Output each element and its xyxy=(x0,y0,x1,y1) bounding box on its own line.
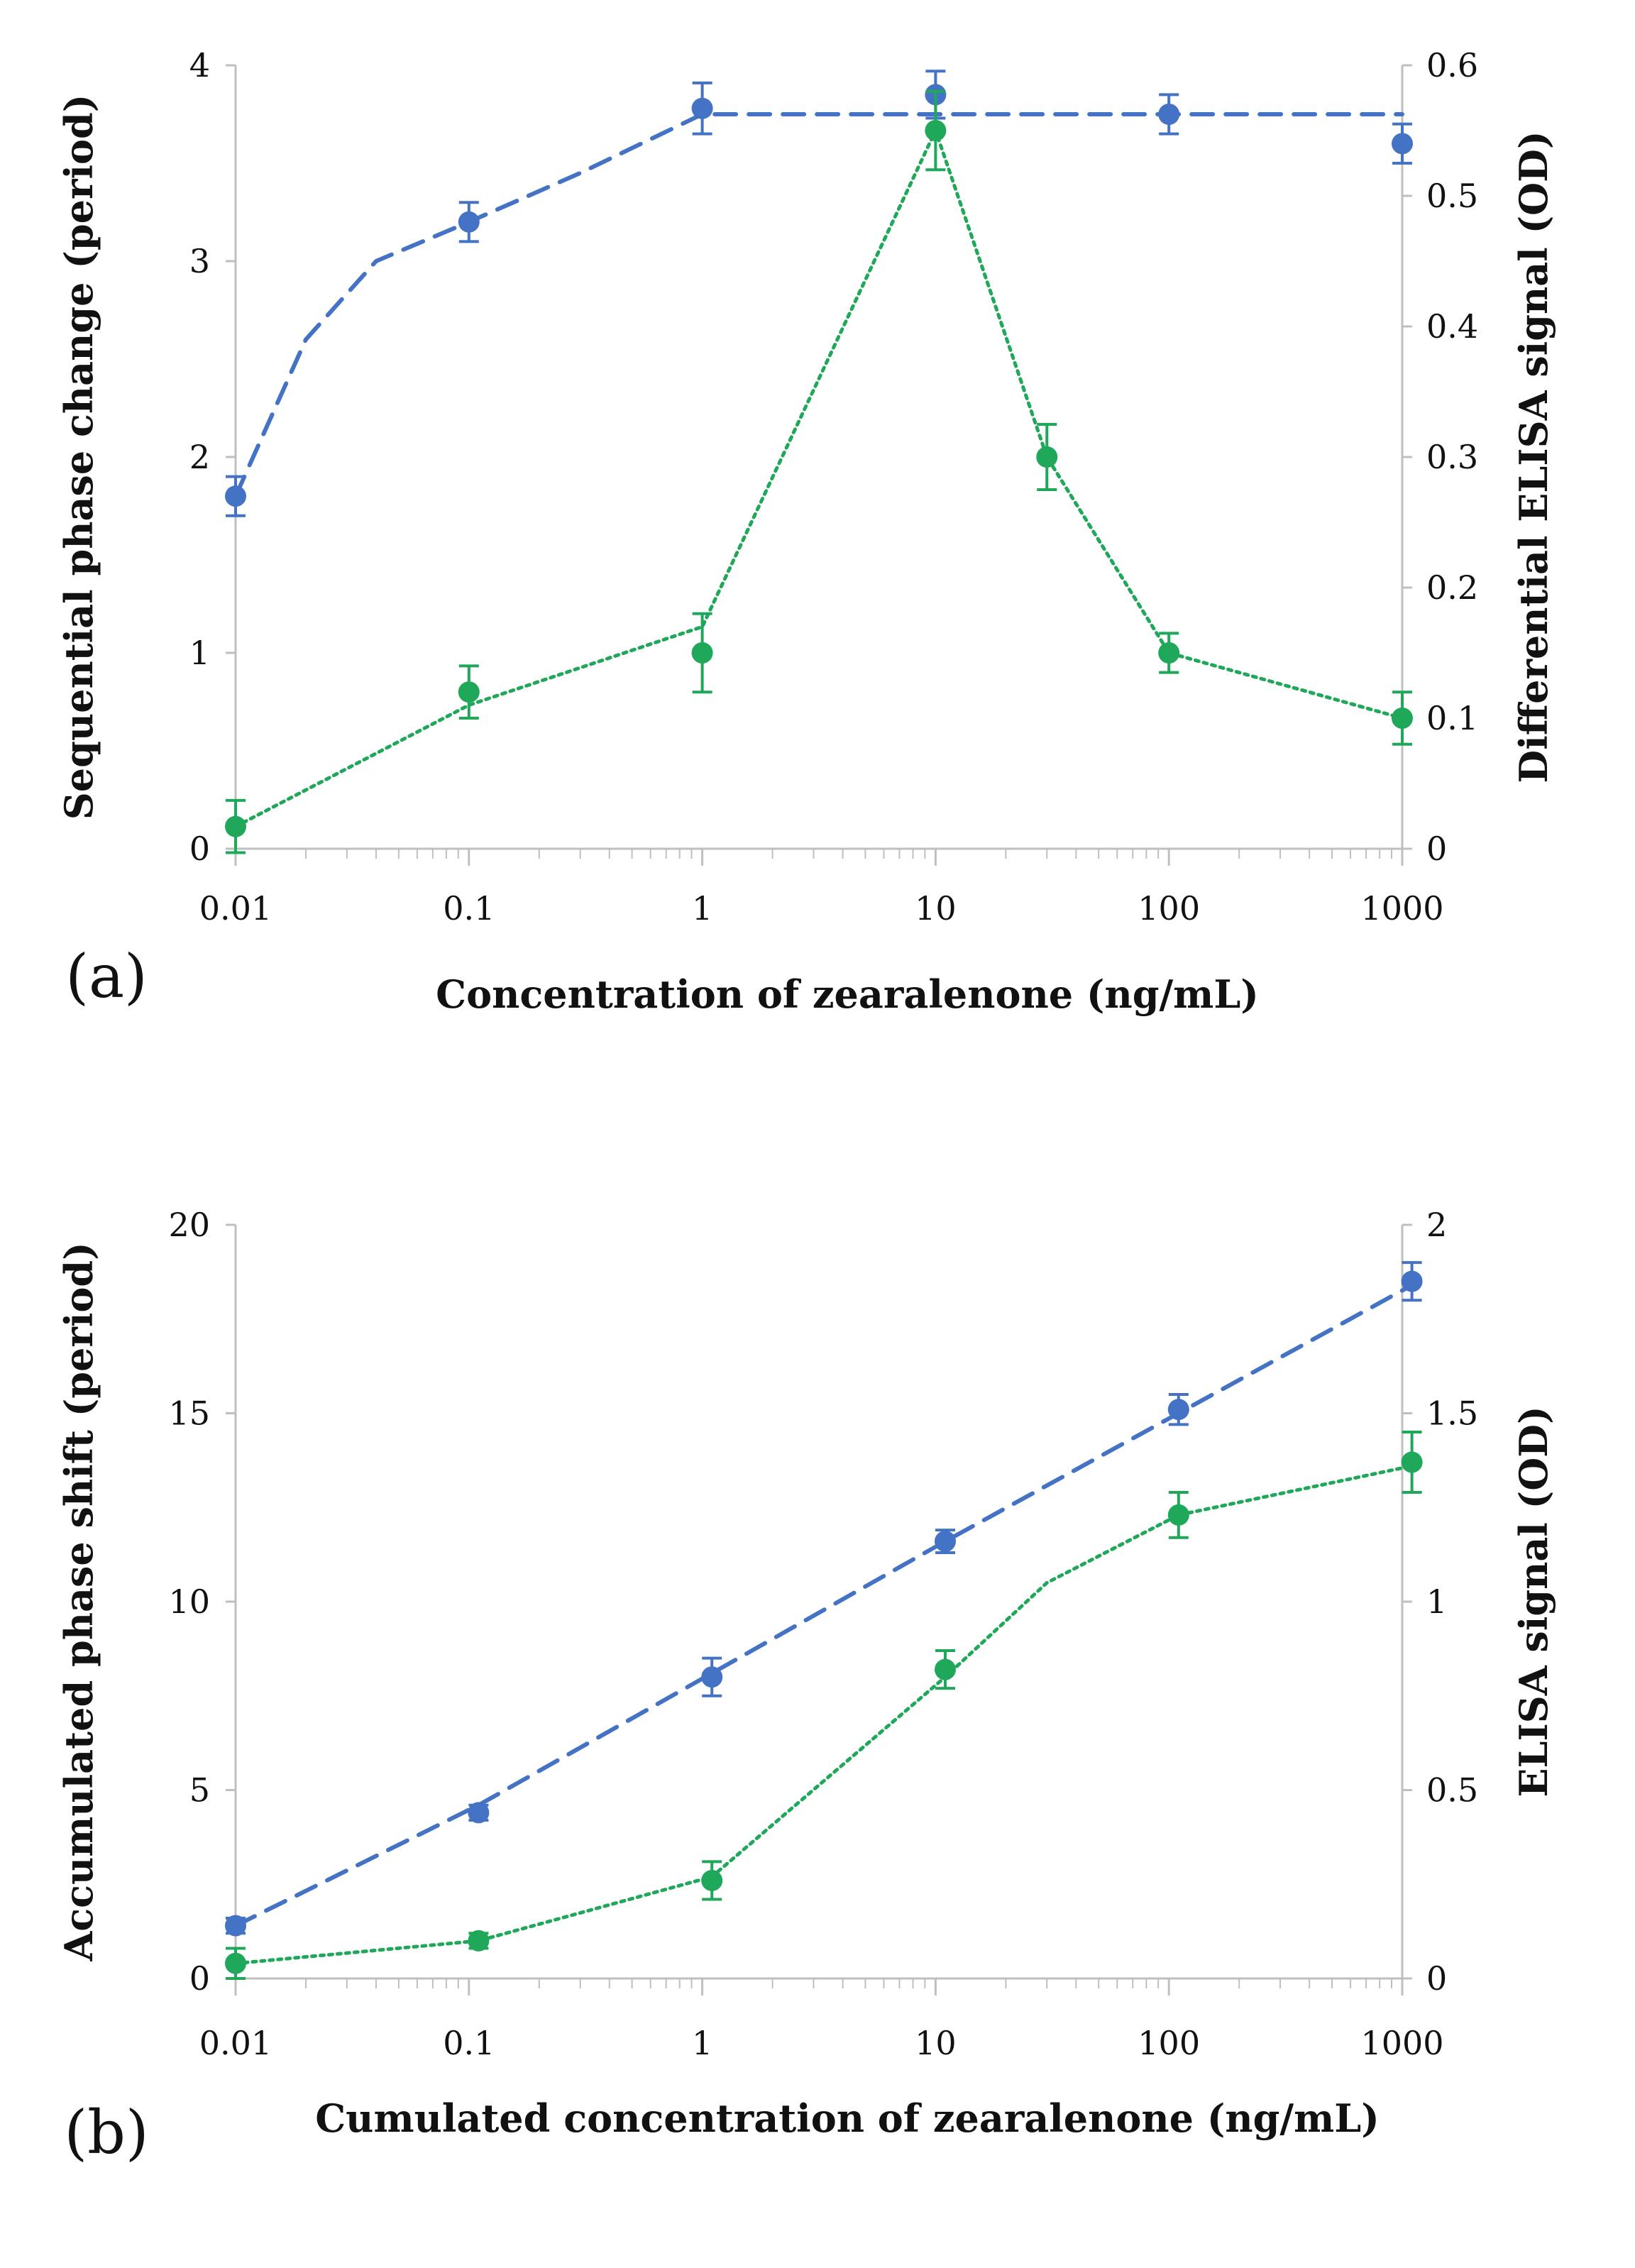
x-tick-label: 1 xyxy=(692,889,712,927)
data-point xyxy=(925,120,947,141)
trend-line xyxy=(233,1464,1414,1966)
y-left-tick-label: 3 xyxy=(189,242,210,280)
x-axis-title: Concentration of zearalenone (ng/mL) xyxy=(436,971,1259,1017)
series-2 xyxy=(225,1431,1423,1980)
data-point xyxy=(935,1658,957,1680)
data-point xyxy=(1158,642,1180,664)
data-point xyxy=(935,1531,957,1553)
data-point xyxy=(1401,1270,1423,1292)
series-2 xyxy=(225,89,1413,854)
y-right-tick-label: 2 xyxy=(1426,1206,1447,1244)
y-left-tick-label: 0 xyxy=(189,830,210,868)
data-point xyxy=(468,1930,490,1952)
panel-label: (b) xyxy=(64,2098,148,2167)
y-left-axis-title: Accumulated phase shift (period) xyxy=(56,1242,101,1961)
trend-line xyxy=(233,112,1404,499)
x-tick-label: 0.01 xyxy=(199,2024,272,2062)
x-tick-label: 1 xyxy=(692,2024,712,2062)
series-1 xyxy=(225,70,1413,517)
y-left-tick-label: 15 xyxy=(168,1394,210,1433)
data-point xyxy=(1158,104,1180,125)
panel-label: (a) xyxy=(65,942,148,1011)
data-point xyxy=(1036,446,1058,468)
y-right-tick-label: 0.5 xyxy=(1426,1771,1478,1810)
data-point xyxy=(1392,708,1413,729)
y-left-tick-label: 20 xyxy=(168,1206,210,1244)
x-tick-label: 1000 xyxy=(1360,2024,1443,2062)
panel-b: 0.01 0.1 1 10 100 1000 0 5 10 15 20 0 0.5 1 1.5 2 Cumula… xyxy=(56,1206,1556,2167)
data-point xyxy=(225,1915,246,1937)
y-left-axis-title: Sequential phase change (period) xyxy=(56,94,101,820)
data-point xyxy=(458,681,480,703)
data-point xyxy=(225,485,246,507)
y-left-tick-label: 2 xyxy=(189,438,210,476)
data-point xyxy=(1401,1451,1423,1473)
data-point xyxy=(691,642,713,664)
x-tick-label: 10 xyxy=(915,2024,957,2062)
y-right-tick-label: 0.5 xyxy=(1426,177,1478,215)
data-point xyxy=(701,1869,723,1891)
y-right-tick-label: 0 xyxy=(1426,830,1447,868)
y-right-tick-label: 0 xyxy=(1426,1959,1447,1998)
y-right-tick-label: 0.2 xyxy=(1426,568,1478,607)
trend-line xyxy=(233,128,1404,829)
x-tick-label: 0.1 xyxy=(443,889,495,927)
x-axis-title: Cumulated concentration of zearalenone (… xyxy=(315,2096,1380,2141)
y-left-tick-label: 4 xyxy=(189,46,210,84)
data-point xyxy=(225,815,246,837)
data-point xyxy=(701,1666,723,1688)
trend-line xyxy=(233,1283,1414,1928)
data-point xyxy=(1167,1504,1189,1526)
y-right-tick-label: 1.5 xyxy=(1426,1394,1478,1433)
data-point xyxy=(225,1952,246,1974)
x-tick-label: 100 xyxy=(1138,2024,1200,2062)
y-right-tick-label: 0.1 xyxy=(1426,699,1478,737)
data-point xyxy=(1392,133,1413,155)
y-left-tick-label: 1 xyxy=(189,634,210,672)
y-right-axis-title: Differential ELISA signal (OD) xyxy=(1511,131,1556,783)
x-tick-label: 100 xyxy=(1138,889,1200,927)
y-right-tick-label: 1 xyxy=(1426,1582,1447,1621)
x-tick-label: 0.1 xyxy=(443,2024,495,2062)
x-tick-label: 10 xyxy=(915,889,957,927)
y-right-axis-title: ELISA signal (OD) xyxy=(1511,1406,1556,1797)
y-right-tick-label: 0.3 xyxy=(1426,438,1478,476)
data-point xyxy=(468,1802,490,1824)
x-tick-label: 1000 xyxy=(1360,889,1443,927)
data-point xyxy=(1167,1399,1189,1421)
y-right-tick-label: 0.4 xyxy=(1426,307,1478,346)
y-left-tick-label: 0 xyxy=(189,1959,210,1998)
x-tick-label: 0.01 xyxy=(199,889,272,927)
series-1 xyxy=(225,1261,1423,1937)
y-left-tick-label: 5 xyxy=(189,1771,210,1810)
y-right-tick-label: 0.6 xyxy=(1426,46,1478,84)
data-point xyxy=(458,211,480,233)
panel-a: 0.01 0.1 1 10 100 1000 0 1 2 3 4 0 0.1 0.2 0.3 0.4 0.5 0.… xyxy=(56,46,1556,1017)
data-point xyxy=(691,97,713,119)
y-left-tick-label: 10 xyxy=(168,1582,210,1621)
